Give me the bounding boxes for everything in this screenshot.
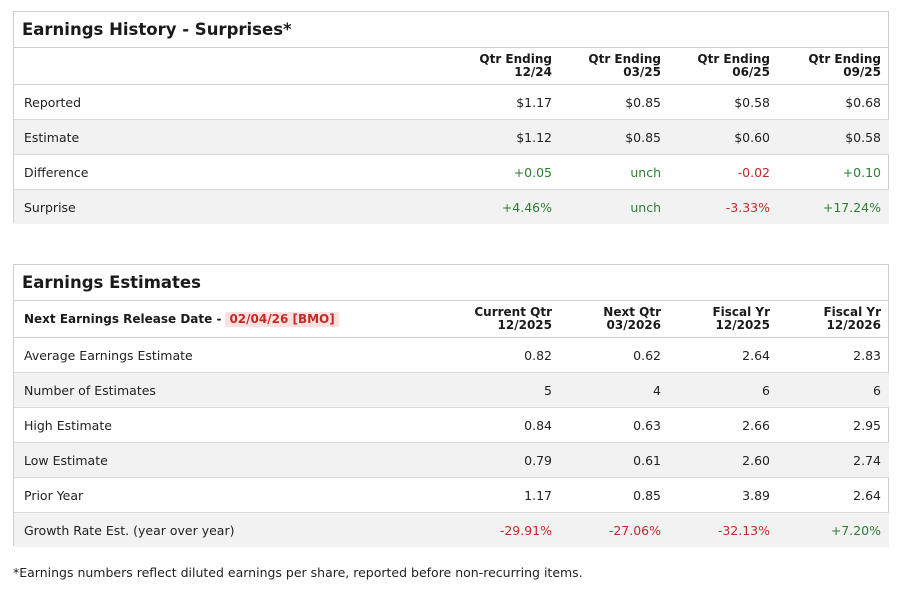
release-date-badge: 02/04/26 [BMO]	[225, 311, 339, 327]
table-cell: unch	[560, 154, 669, 190]
table-cell: 3.89	[669, 477, 778, 513]
column-header-line1: Fiscal Yr	[712, 305, 770, 319]
table-cell: -3.33%	[669, 189, 778, 224]
table-cell: +7.20%	[778, 512, 889, 547]
table-cell: 0.62	[560, 337, 669, 373]
row-label: Low Estimate	[14, 442, 451, 478]
row-label: Growth Rate Est. (year over year)	[14, 512, 451, 547]
table-cell: $1.17	[451, 84, 560, 120]
column-header: Qtr Ending 12/24	[451, 48, 560, 85]
column-header-line2: 09/25	[843, 65, 881, 79]
table-cell: -27.06%	[560, 512, 669, 547]
table-cell: 0.84	[451, 407, 560, 443]
table-cell: 1.17	[451, 477, 560, 513]
earnings-estimates-panel: Earnings Estimates Next Earnings Release…	[13, 264, 889, 547]
table-row: Number of Estimates 5 4 6 6	[14, 372, 889, 408]
header-empty-cell	[14, 48, 451, 85]
column-header-line1: Qtr Ending	[697, 52, 770, 66]
table-cell: +0.05	[451, 154, 560, 190]
column-header-line2: 03/2026	[606, 318, 661, 332]
table-cell: 0.79	[451, 442, 560, 478]
column-header-line2: 12/2026	[826, 318, 881, 332]
release-date-label: Next Earnings Release Date -	[24, 311, 222, 326]
column-header-line1: Qtr Ending	[588, 52, 661, 66]
row-label: Prior Year	[14, 477, 451, 513]
row-label: Difference	[14, 154, 451, 190]
table-row: Difference +0.05 unch -0.02 +0.10	[14, 154, 889, 190]
table-header-row: Qtr Ending 12/24 Qtr Ending 03/25 Qtr Endi…	[14, 48, 889, 85]
column-header-line1: Fiscal Yr	[823, 305, 881, 319]
table-cell: -0.02	[669, 154, 778, 190]
row-label: Number of Estimates	[14, 372, 451, 408]
table-header-row: Next Earnings Release Date -02/04/26 [BM…	[14, 301, 889, 338]
column-header: Qtr Ending 06/25	[669, 48, 778, 85]
column-header-line1: Current Qtr	[474, 305, 552, 319]
column-header: Fiscal Yr 12/2026	[778, 301, 889, 338]
table-cell: 0.82	[451, 337, 560, 373]
table-cell: +0.10	[778, 154, 889, 190]
table-cell: -32.13%	[669, 512, 778, 547]
table-cell: 5	[451, 372, 560, 408]
table-cell: $0.85	[560, 119, 669, 155]
table-row: Reported $1.17 $0.85 $0.58 $0.68	[14, 84, 889, 120]
earnings-estimates-table: Next Earnings Release Date -02/04/26 [BM…	[14, 301, 889, 547]
column-header-line2: 06/25	[732, 65, 770, 79]
column-header-line2: 12/2025	[715, 318, 770, 332]
column-header-line2: 03/25	[623, 65, 661, 79]
row-label: High Estimate	[14, 407, 451, 443]
column-header: Next Qtr 03/2026	[560, 301, 669, 338]
earnings-history-panel: Earnings History - Surprises* Qtr Ending…	[13, 11, 889, 224]
table-cell: unch	[560, 189, 669, 224]
column-header-line1: Qtr Ending	[808, 52, 881, 66]
table-row: Average Earnings Estimate 0.82 0.62 2.64…	[14, 337, 889, 373]
footnote: *Earnings numbers reflect diluted earnin…	[13, 565, 583, 580]
table-cell: 2.64	[669, 337, 778, 373]
row-label: Reported	[14, 84, 451, 120]
row-label: Average Earnings Estimate	[14, 337, 451, 373]
column-header: Fiscal Yr 12/2025	[669, 301, 778, 338]
table-cell: 4	[560, 372, 669, 408]
column-header: Current Qtr 12/2025	[451, 301, 560, 338]
table-cell: 2.64	[778, 477, 889, 513]
release-date-header: Next Earnings Release Date -02/04/26 [BM…	[14, 301, 451, 338]
table-cell: $0.58	[669, 84, 778, 120]
table-cell: $1.12	[451, 119, 560, 155]
table-cell: 0.63	[560, 407, 669, 443]
earnings-estimates-title: Earnings Estimates	[14, 265, 888, 301]
row-label: Estimate	[14, 119, 451, 155]
table-row: Low Estimate 0.79 0.61 2.60 2.74	[14, 442, 889, 478]
table-cell: 2.74	[778, 442, 889, 478]
table-cell: 6	[669, 372, 778, 408]
column-header-line1: Next Qtr	[603, 305, 661, 319]
table-cell: $0.58	[778, 119, 889, 155]
column-header: Qtr Ending 03/25	[560, 48, 669, 85]
table-cell: 0.85	[560, 477, 669, 513]
table-row: Estimate $1.12 $0.85 $0.60 $0.58	[14, 119, 889, 155]
column-header: Qtr Ending 09/25	[778, 48, 889, 85]
column-header-line1: Qtr Ending	[479, 52, 552, 66]
earnings-history-title: Earnings History - Surprises*	[14, 12, 888, 48]
table-cell: 2.95	[778, 407, 889, 443]
table-cell: $0.85	[560, 84, 669, 120]
column-header-line2: 12/2025	[497, 318, 552, 332]
table-row: High Estimate 0.84 0.63 2.66 2.95	[14, 407, 889, 443]
table-row: Growth Rate Est. (year over year) -29.91…	[14, 512, 889, 547]
table-cell: +17.24%	[778, 189, 889, 224]
table-cell: 6	[778, 372, 889, 408]
column-header-line2: 12/24	[514, 65, 552, 79]
table-cell: $0.60	[669, 119, 778, 155]
table-cell: -29.91%	[451, 512, 560, 547]
table-cell: 2.66	[669, 407, 778, 443]
table-cell: 2.60	[669, 442, 778, 478]
table-cell: 2.83	[778, 337, 889, 373]
row-label: Surprise	[14, 189, 451, 224]
table-row: Surprise +4.46% unch -3.33% +17.24%	[14, 189, 889, 224]
table-cell: 0.61	[560, 442, 669, 478]
earnings-history-table: Qtr Ending 12/24 Qtr Ending 03/25 Qtr Endi…	[14, 48, 889, 224]
table-cell: +4.46%	[451, 189, 560, 224]
table-cell: $0.68	[778, 84, 889, 120]
table-row: Prior Year 1.17 0.85 3.89 2.64	[14, 477, 889, 513]
